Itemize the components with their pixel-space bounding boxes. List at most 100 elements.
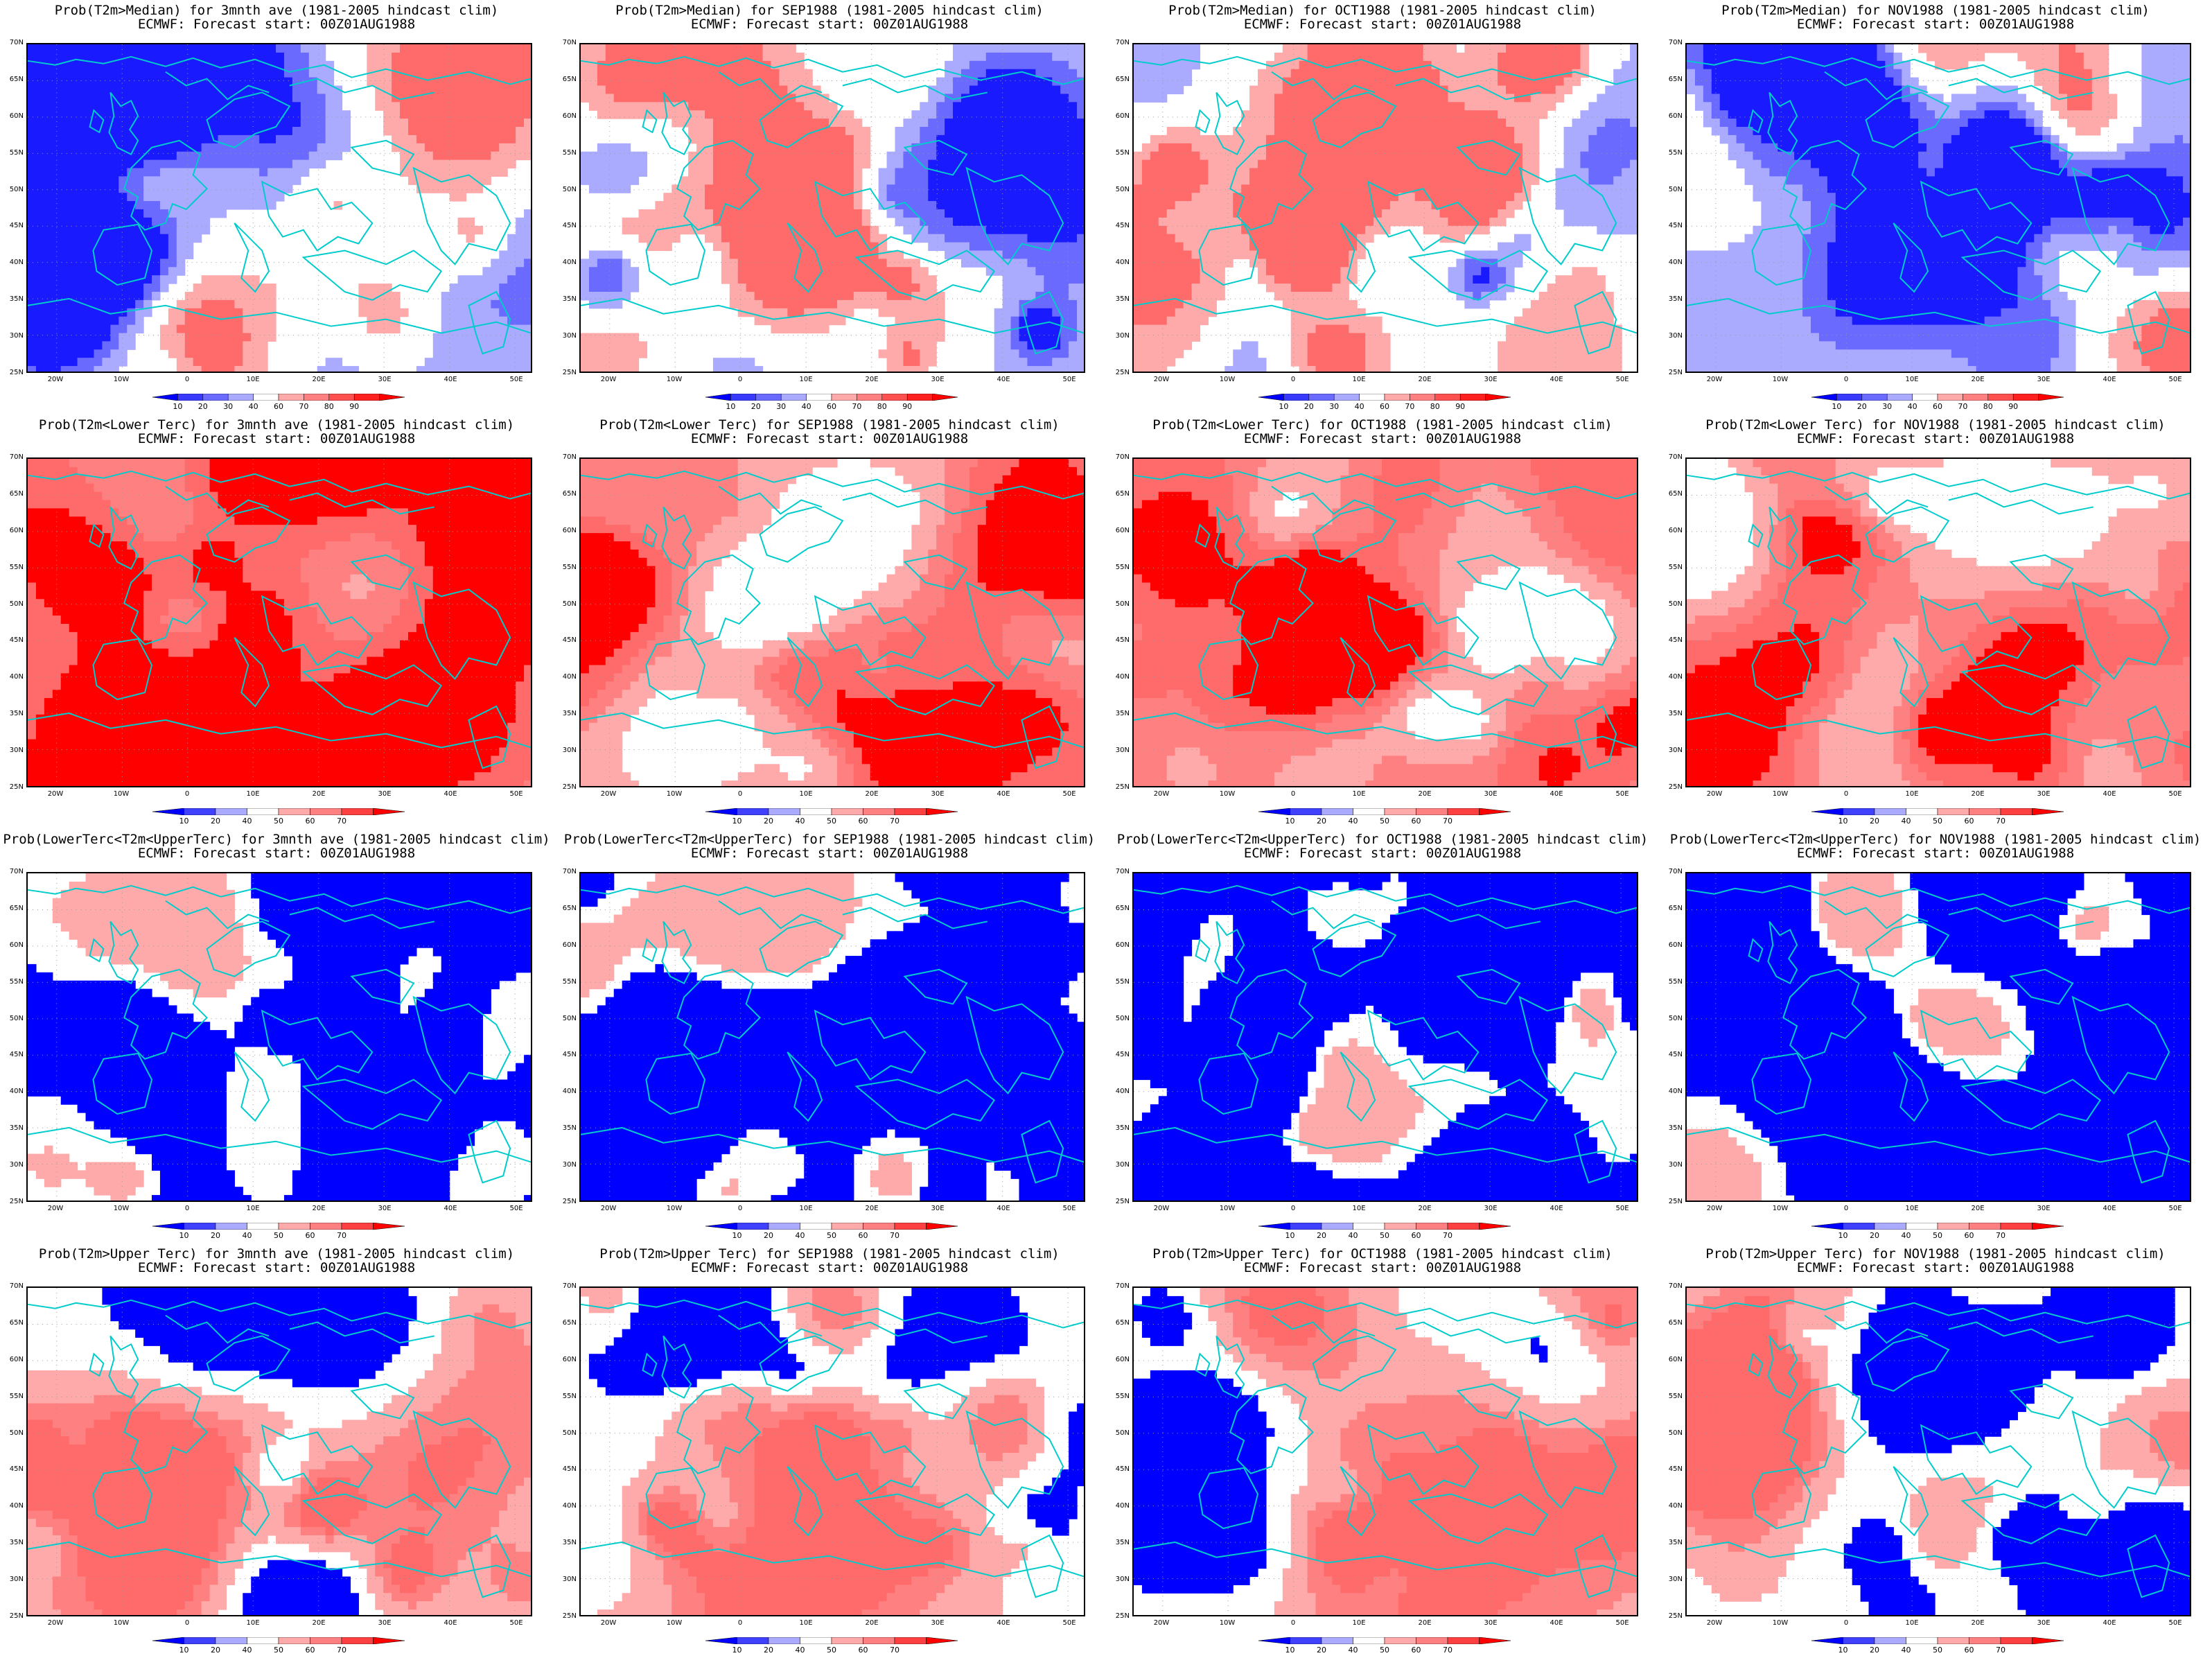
latitude-label: 65N	[3, 1319, 24, 1327]
colorbar-tick-label: 40	[1355, 402, 1364, 411]
map-frame	[26, 872, 532, 1202]
longitude-label: 0	[738, 790, 742, 798]
latitude-label: 35N	[1662, 1124, 1683, 1132]
colorbar-tick-label: 60	[827, 402, 836, 411]
colorbar-tick-label: 50	[274, 817, 283, 826]
colorbar-tick-label: 10	[732, 1646, 742, 1655]
colorbar-tick-label: 10	[173, 402, 182, 411]
latitude-label: 40N	[556, 259, 577, 266]
latitude-label: 45N	[3, 1051, 24, 1058]
latitude-label: 60N	[3, 112, 24, 120]
longitude-label: 50E	[1615, 1619, 1629, 1627]
longitude-label: 10E	[1352, 790, 1365, 798]
longitude-label: 30E	[1484, 790, 1497, 798]
latitude-label: 70N	[1662, 1282, 1683, 1290]
longitude-label: 20W	[601, 790, 617, 798]
panel-title: Prob(T2m>Upper Terc) for NOV1988 (1981-2…	[1659, 1248, 2212, 1261]
longitude-label: 20E	[312, 376, 325, 383]
colorbar-tick-label: 20	[211, 1231, 220, 1240]
coastline-layer	[28, 1299, 531, 1598]
latitude-label: 55N	[3, 1393, 24, 1400]
latitude-label: 40N	[3, 259, 24, 266]
colorbar-tick-label: 10	[1285, 1231, 1295, 1240]
longitude-label: 30E	[378, 376, 391, 383]
coastline-layer	[28, 55, 531, 355]
latitude-label: 25N	[3, 1198, 24, 1205]
latitude-label: 70N	[1109, 39, 1130, 46]
map-frame	[1685, 872, 2191, 1202]
forecast-map-panel: Prob(T2m>Upper Terc) for OCT1988 (1981-2…	[1106, 1244, 1659, 1658]
longitude-label: 0	[1291, 1619, 1295, 1627]
colorbar-tick-label: 20	[1317, 1231, 1326, 1240]
latitude-label: 40N	[1109, 673, 1130, 681]
latitude-label: 35N	[1109, 1124, 1130, 1132]
longitude-label: 10E	[1905, 376, 1918, 383]
longitude-label: 40E	[997, 790, 1010, 798]
latitude-label: 65N	[1109, 76, 1130, 83]
panel-subtitle: ECMWF: Forecast start: 00Z01AUG1988	[553, 1262, 1106, 1275]
longitude-label: 10E	[1352, 376, 1365, 383]
colorbar-tick-label: 40	[1349, 1646, 1358, 1655]
longitude-label: 10W	[667, 1619, 683, 1627]
latitude-label: 55N	[1662, 1393, 1683, 1400]
panel-subtitle: ECMWF: Forecast start: 00Z01AUG1988	[1659, 18, 2212, 31]
longitude-label: 40E	[1550, 790, 1563, 798]
latitude-label: 60N	[3, 1356, 24, 1363]
colorbar-tick-label: 20	[751, 402, 761, 411]
forecast-map-panel: Prob(T2m>Median) for OCT1988 (1981-2005 …	[1106, 0, 1659, 414]
coastline-layer	[1687, 55, 2190, 355]
latitude-label: 45N	[1109, 222, 1130, 229]
longitude-label: 20W	[1154, 1619, 1170, 1627]
colorbar-tick-label: 10	[1285, 817, 1295, 826]
latitude-label: 35N	[1662, 295, 1683, 303]
longitude-label: 40E	[1550, 376, 1563, 383]
latitude-label: 40N	[1109, 1088, 1130, 1095]
colorbar-tick-label: 40	[1349, 817, 1358, 826]
latitude-label: 55N	[556, 564, 577, 571]
colorbar	[1258, 808, 1511, 815]
colorbar-tick-label: 10	[726, 402, 735, 411]
colorbar-tick-label: 40	[1902, 1231, 1911, 1240]
longitude-label: 30E	[931, 790, 944, 798]
latitude-label: 30N	[1662, 1161, 1683, 1169]
latitude-label: 30N	[1109, 1576, 1130, 1583]
latitude-label: 35N	[1109, 295, 1130, 303]
panel-subtitle: ECMWF: Forecast start: 00Z01AUG1988	[553, 18, 1106, 31]
longitude-label: 0	[185, 376, 189, 383]
latitude-label: 70N	[3, 39, 24, 46]
latitude-label: 30N	[1662, 332, 1683, 340]
probability-map-svg	[28, 1288, 531, 1615]
latitude-label: 70N	[556, 868, 577, 875]
latitude-label: 70N	[3, 1282, 24, 1290]
latitude-label: 70N	[1662, 868, 1683, 875]
colorbar-tick-label: 40	[249, 402, 258, 411]
longitude-label: 20W	[601, 1205, 617, 1212]
colorbar-tick-label: 10	[1838, 1231, 1848, 1240]
latitude-label: 45N	[556, 636, 577, 644]
latitude-label: 60N	[1109, 941, 1130, 949]
colorbar-tick-label: 50	[1380, 817, 1389, 826]
coastline-layer	[581, 884, 1084, 1184]
latitude-label: 70N	[1109, 868, 1130, 875]
longitude-label: 10E	[1352, 1205, 1365, 1212]
latitude-label: 55N	[1662, 978, 1683, 986]
longitude-label: 20E	[1971, 376, 1984, 383]
latitude-label: 65N	[1109, 1319, 1130, 1327]
panel-title: Prob(T2m>Upper Terc) for SEP1988 (1981-2…	[553, 1248, 1106, 1261]
longitude-label: 20W	[1154, 1205, 1170, 1212]
colorbar-tick-label: 70	[337, 1231, 346, 1240]
latitude-label: 55N	[1662, 149, 1683, 157]
latitude-label: 50N	[3, 1429, 24, 1437]
longitude-label: 20E	[312, 790, 325, 798]
longitude-label: 30E	[378, 1619, 391, 1627]
latitude-label: 40N	[1109, 1502, 1130, 1510]
colorbar-tick-label: 10	[1285, 1646, 1295, 1655]
latitude-label: 45N	[1662, 1465, 1683, 1473]
longitude-label: 20W	[601, 376, 617, 383]
colorbar-tick-label: 10	[732, 1231, 742, 1240]
longitude-label: 50E	[1615, 790, 1629, 798]
colorbar-tick-label: 80	[877, 402, 887, 411]
latitude-label: 50N	[3, 1015, 24, 1022]
colorbar-tick-label: 60	[1933, 402, 1942, 411]
probability-map-svg	[28, 459, 531, 786]
